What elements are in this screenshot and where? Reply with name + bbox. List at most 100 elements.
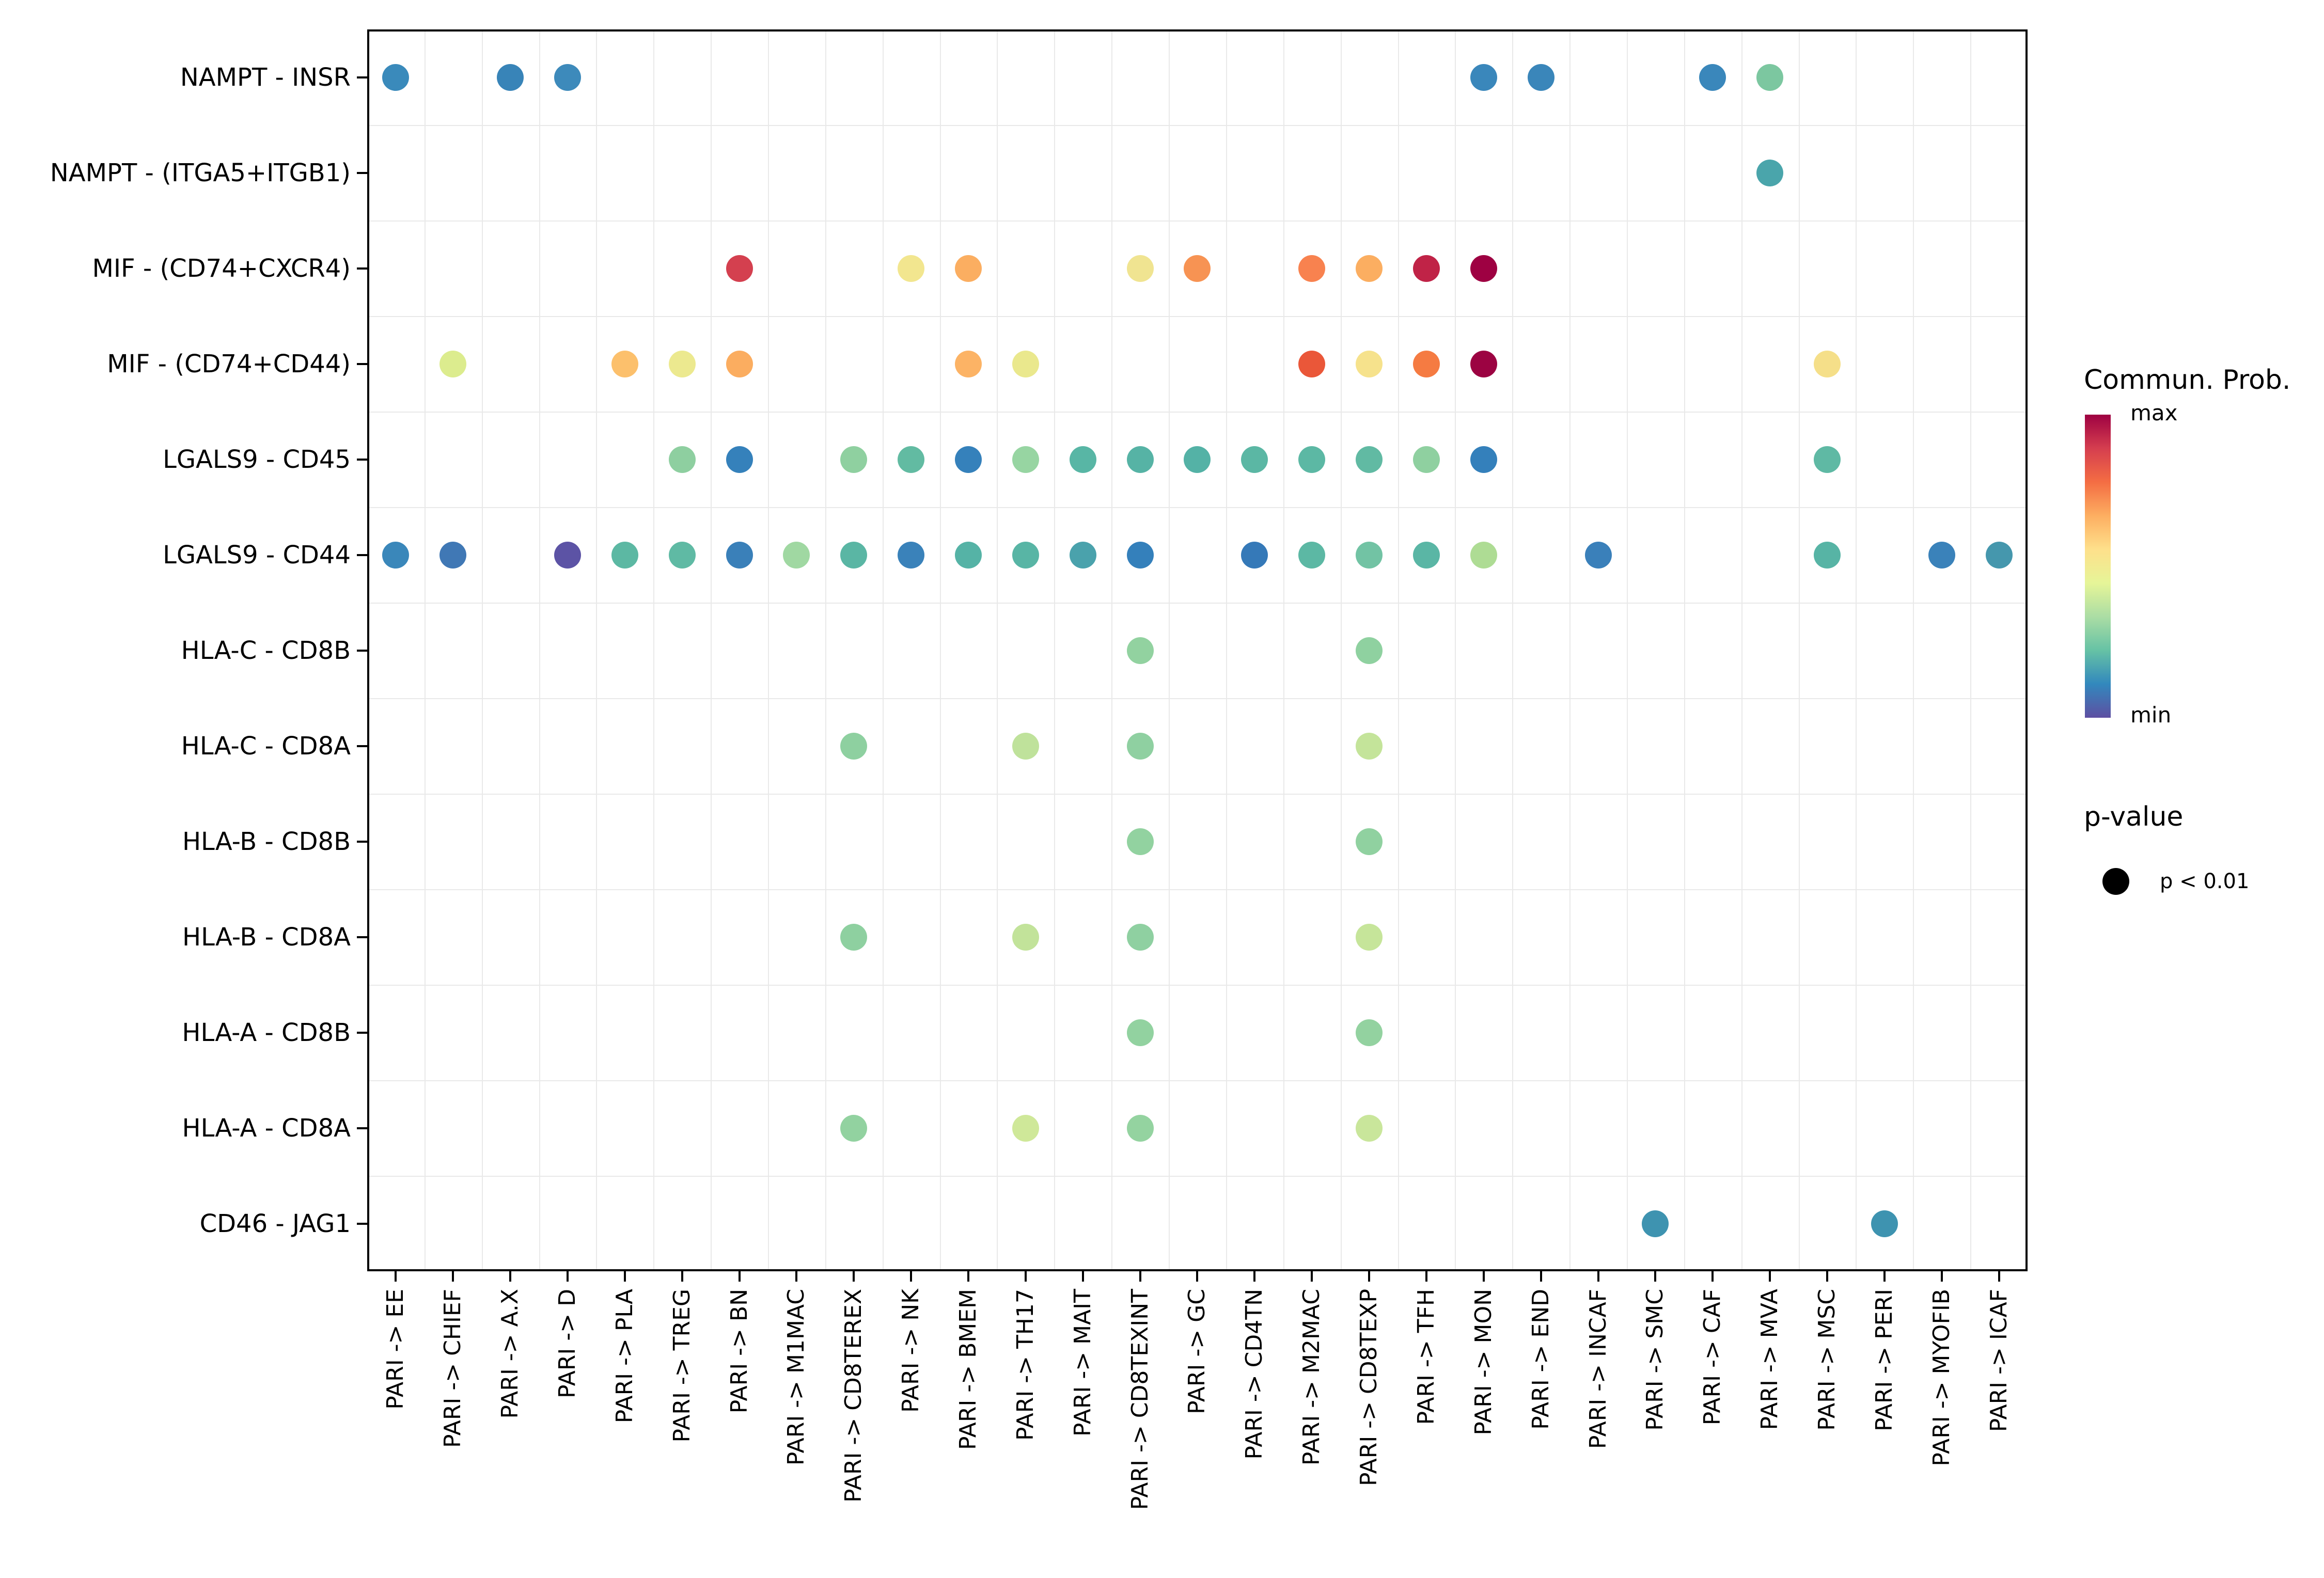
data-dot [898, 255, 925, 282]
data-dot [840, 923, 868, 951]
axis-tick-x [910, 1271, 913, 1282]
axis-tick-x [1597, 1271, 1599, 1282]
gridline-h [369, 889, 2025, 890]
data-dot [1356, 446, 1383, 473]
data-dot [898, 446, 925, 473]
data-dot [783, 541, 810, 569]
y-tick-label: HLA-A - CD8B [182, 1018, 351, 1047]
axis-tick-x [1425, 1271, 1427, 1282]
data-dot [1126, 255, 1154, 282]
x-tick-label: PARI -> TREG [668, 1289, 695, 1443]
x-tick-label: PARI -> INCAF [1584, 1289, 1611, 1449]
x-tick-label: PARI -> CHIEF [439, 1289, 466, 1448]
data-dot [1356, 350, 1383, 377]
x-tick-label: PARI -> ICAF [1985, 1289, 2012, 1432]
data-dot [611, 541, 638, 569]
axis-tick-y [357, 362, 367, 365]
x-tick-label: PARI -> MVA [1756, 1289, 1783, 1430]
data-dot [497, 64, 524, 91]
data-dot [382, 64, 410, 91]
data-dot [1012, 446, 1039, 473]
gridline-v [1455, 31, 1456, 1269]
axis-tick-x [738, 1271, 741, 1282]
colorbar [2085, 415, 2111, 718]
gridline-h [369, 1176, 2025, 1177]
pvalue-legend-title: p-value [2084, 801, 2184, 832]
pvalue-item-label: p < 0.01 [2160, 870, 2250, 893]
gridline-v [1054, 31, 1056, 1269]
data-dot [1298, 541, 1326, 569]
data-dot [955, 350, 982, 377]
data-dot [1184, 255, 1211, 282]
x-tick-label: PARI -> BMEM [955, 1289, 982, 1450]
data-dot [1012, 541, 1039, 569]
gridline-v [596, 31, 598, 1269]
data-dot [955, 255, 982, 282]
gridline-h [369, 316, 2025, 317]
data-dot [1126, 1114, 1154, 1142]
x-tick-label: PARI -> NK [898, 1289, 924, 1413]
axis-tick-y [357, 554, 367, 556]
gridline-v [1913, 31, 1914, 1269]
data-dot [1356, 923, 1383, 951]
y-tick-label: HLA-B - CD8B [182, 827, 351, 856]
data-dot [955, 541, 982, 569]
x-tick-label: PARI -> CD4TN [1241, 1289, 1268, 1460]
data-dot [840, 446, 868, 473]
x-tick-label: PARI -> A.X [497, 1289, 524, 1419]
axis-tick-y [357, 840, 367, 843]
data-dot [1241, 541, 1268, 569]
y-tick-label: MIF - (CD74+CD44) [107, 349, 351, 378]
data-dot [668, 541, 696, 569]
y-tick-label: HLA-C - CD8A [181, 731, 351, 761]
data-dot [1298, 255, 1326, 282]
axis-tick-x [509, 1271, 512, 1282]
axis-tick-x [1940, 1271, 1943, 1282]
gridline-v [1111, 31, 1113, 1269]
axis-tick-y [357, 458, 367, 461]
x-tick-label: PARI -> MYOFIB [1928, 1289, 1955, 1466]
data-dot [955, 446, 982, 473]
data-dot [1470, 446, 1497, 473]
data-dot [1699, 64, 1726, 91]
x-tick-label: PARI -> M2MAC [1298, 1289, 1325, 1466]
data-dot [1928, 541, 1955, 569]
data-dot [726, 541, 753, 569]
axis-tick-x [853, 1271, 855, 1282]
data-dot [1412, 446, 1440, 473]
data-dot [554, 64, 582, 91]
gridline-v [424, 31, 426, 1269]
data-dot [1184, 446, 1211, 473]
axis-tick-x [1482, 1271, 1485, 1282]
axis-tick-x [395, 1271, 397, 1282]
axis-tick-y [357, 1222, 367, 1225]
x-tick-label: PARI -> CAF [1699, 1289, 1726, 1426]
data-dot [1012, 1114, 1039, 1142]
colorbar-title: Commun. Prob. [2084, 365, 2291, 396]
data-dot [1126, 541, 1154, 569]
gridline-h [369, 220, 2025, 222]
axis-tick-x [1998, 1271, 2000, 1282]
data-dot [1241, 446, 1268, 473]
y-tick-label: HLA-A - CD8A [182, 1113, 351, 1143]
y-tick-label: HLA-B - CD8A [182, 922, 351, 952]
gridline-v [711, 31, 712, 1269]
y-tick-label: NAMPT - (ITGA5+ITGB1) [50, 158, 351, 187]
data-dot [1012, 350, 1039, 377]
data-dot [1813, 446, 1841, 473]
gridline-h [369, 507, 2025, 508]
data-dot [1126, 1019, 1154, 1046]
axis-tick-x [1368, 1271, 1371, 1282]
data-dot [439, 541, 467, 569]
x-tick-label: PARI -> M1MAC [783, 1289, 810, 1466]
data-dot [840, 1114, 868, 1142]
x-tick-label: PARI -> CD8TEREX [840, 1289, 867, 1503]
y-tick-label: NAMPT - INSR [180, 62, 351, 92]
x-tick-label: PARI -> MAIT [1069, 1289, 1096, 1437]
axis-tick-x [1654, 1271, 1657, 1282]
data-dot [611, 350, 638, 377]
x-tick-label: PARI -> END [1527, 1289, 1554, 1430]
x-tick-label: PARI -> GC [1184, 1289, 1211, 1414]
x-tick-label: PARI -> EE [382, 1289, 409, 1410]
data-dot [1012, 732, 1039, 760]
